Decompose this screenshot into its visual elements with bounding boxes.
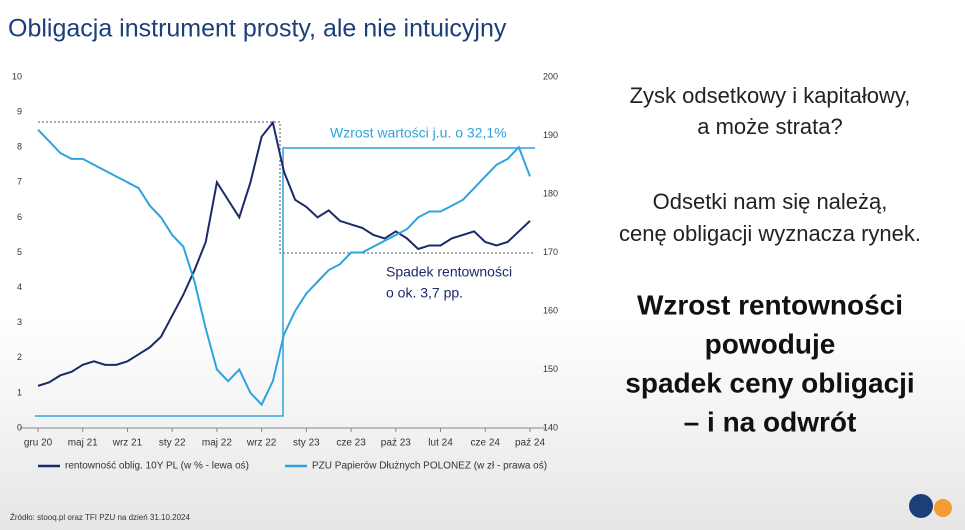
legend-label: PZU Papierów Dłużnych POLONEZ (w zł - pr… (312, 461, 547, 472)
right-bold: – i na odwrót (684, 406, 857, 437)
x-tick-label: paź 24 (515, 438, 545, 449)
x-tick-label: gru 20 (24, 438, 53, 449)
y2-tick-label: 150 (543, 364, 558, 374)
y2-tick-label: 190 (543, 130, 558, 140)
legend-label: rentowność oblig. 10Y PL (w % - lewa oś) (65, 461, 249, 472)
series-line (37, 120, 531, 387)
series-line (37, 128, 531, 407)
right-bold: Wzrost rentowności (637, 289, 903, 320)
y2-tick-label: 170 (543, 247, 558, 257)
slide-title: Obligacja instrument prosty, ale nie int… (8, 15, 507, 43)
y-tick-label: 6 (17, 212, 22, 222)
x-tick-label: maj 22 (202, 438, 232, 449)
y-tick-label: 1 (17, 387, 22, 397)
x-tick-label: wrz 21 (112, 438, 143, 449)
right-text: a może strata? (697, 114, 843, 139)
y-tick-label: 7 (17, 177, 22, 187)
annotation: Spadek rentowności (386, 264, 512, 280)
y2-tick-label: 180 (543, 188, 558, 198)
logo (909, 494, 933, 518)
y-tick-label: 10 (12, 71, 22, 81)
y-tick-label: 2 (17, 352, 22, 362)
y2-tick-label: 140 (543, 422, 558, 432)
x-tick-label: sty 23 (293, 438, 320, 449)
right-text: cenę obligacji wyznacza rynek. (619, 221, 921, 246)
right-text: Zysk odsetkowy i kapitałowy, (630, 83, 911, 108)
annotation-lines (35, 121, 535, 417)
x-tick-label: cze 24 (471, 438, 501, 449)
y-tick-label: 9 (17, 106, 22, 116)
y2-tick-label: 160 (543, 305, 558, 315)
y-tick-label: 3 (17, 317, 22, 327)
right-bold: powoduje (705, 328, 836, 359)
right-text: Odsetki nam się należą, (653, 189, 888, 214)
x-tick-label: sty 22 (159, 438, 186, 449)
annotation: o ok. 3,7 pp. (386, 285, 463, 301)
y-tick-label: 8 (17, 142, 22, 152)
x-tick-label: lut 24 (428, 438, 453, 449)
x-tick-label: paź 23 (381, 438, 411, 449)
y2-tick-label: 200 (543, 71, 558, 81)
x-tick-label: maj 21 (68, 438, 98, 449)
source: Źródło: stooq.pl oraz TFI PZU na dzień 3… (10, 513, 191, 522)
annotation: Wzrost wartości j.u. o 32,1% (330, 125, 507, 141)
y-tick-label: 0 (17, 422, 22, 432)
y-tick-label: 4 (17, 282, 22, 292)
y-tick-label: 5 (17, 247, 22, 257)
play-icon (934, 499, 952, 517)
x-tick-label: wrz 22 (246, 438, 277, 449)
x-tick-label: cze 23 (336, 438, 366, 449)
right-bold: spadek ceny obligacji (625, 367, 914, 398)
